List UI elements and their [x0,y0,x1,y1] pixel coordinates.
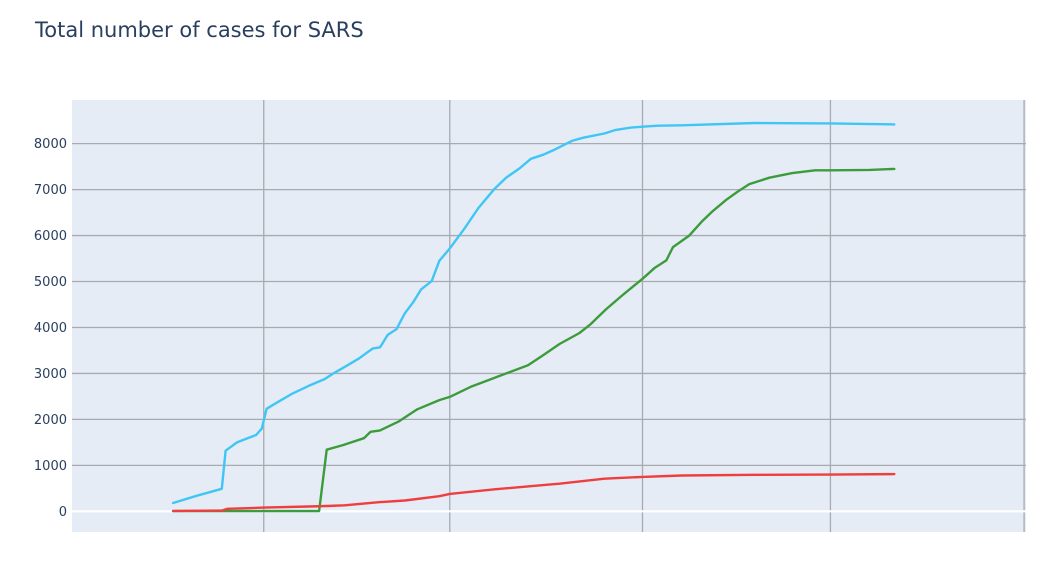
series-line-2 [171,167,896,513]
y-axis-tick-labels: 0 1000 2000 3000 4000 5000 6000 7000 8000 [34,137,67,520]
y-tick-label: 3000 [34,367,67,382]
series-group [171,121,896,513]
y-tick-label: 2000 [34,413,67,428]
y-tick-label: 5000 [34,275,67,290]
y-tick-label: 4000 [34,321,67,336]
y-tick-label: 0 [59,505,67,520]
y-tick-label: 8000 [34,137,67,152]
x-gridlines [263,100,1025,532]
y-tick-label: 1000 [34,459,67,474]
y-gridlines [72,143,1026,467]
y-tick-label: 6000 [34,229,67,244]
plot-background [72,100,1026,532]
series-line-3 [171,472,896,513]
series-line-1 [171,121,896,505]
y-tick-label: 7000 [34,183,67,198]
chart-title: Total number of cases for SARS [35,18,364,42]
